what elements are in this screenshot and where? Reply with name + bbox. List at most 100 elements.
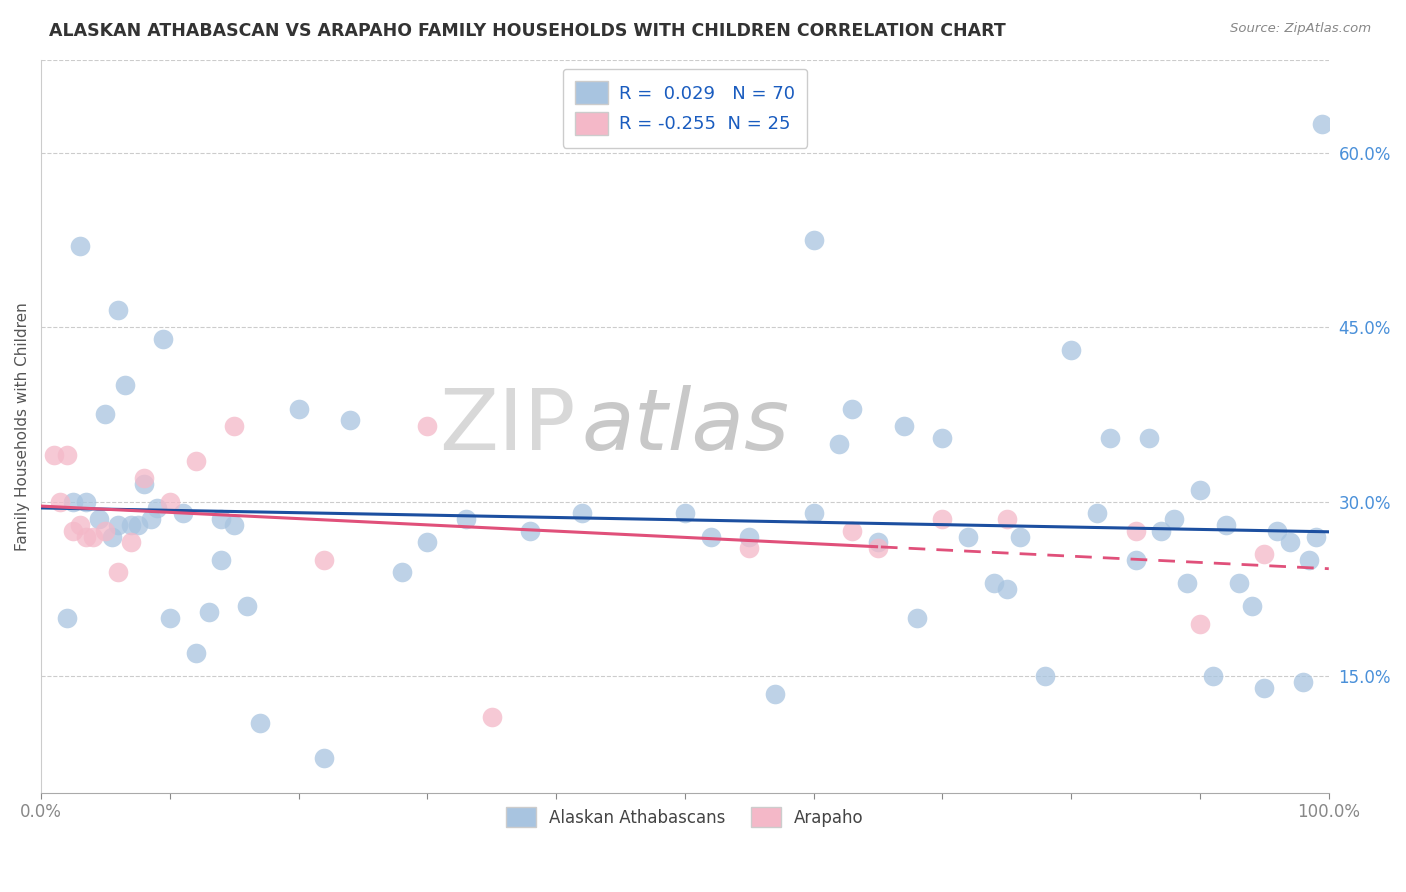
Legend: Alaskan Athabascans, Arapaho: Alaskan Athabascans, Arapaho	[498, 798, 872, 836]
Point	[995, 582, 1018, 596]
Point	[314, 750, 336, 764]
Point	[1298, 553, 1320, 567]
Point	[107, 302, 129, 317]
Point	[1188, 483, 1211, 497]
Point	[893, 419, 915, 434]
Point	[931, 431, 953, 445]
Point	[957, 530, 980, 544]
Point	[1305, 530, 1327, 544]
Point	[699, 530, 721, 544]
Point	[172, 507, 194, 521]
Point	[134, 477, 156, 491]
Point	[571, 507, 593, 521]
Point	[127, 518, 149, 533]
Point	[1202, 669, 1225, 683]
Point	[42, 448, 65, 462]
Point	[184, 454, 207, 468]
Point	[803, 507, 825, 521]
Point	[114, 378, 136, 392]
Point	[983, 576, 1005, 591]
Point	[738, 530, 761, 544]
Point	[868, 541, 890, 556]
Point	[107, 518, 129, 533]
Text: ZIP: ZIP	[439, 384, 575, 467]
Point	[152, 332, 174, 346]
Point	[454, 512, 477, 526]
Point	[481, 710, 503, 724]
Point	[120, 518, 142, 533]
Point	[673, 507, 696, 521]
Point	[314, 553, 336, 567]
Point	[87, 512, 110, 526]
Point	[1240, 599, 1263, 614]
Point	[139, 512, 162, 526]
Point	[828, 436, 851, 450]
Point	[249, 715, 271, 730]
Point	[56, 448, 79, 462]
Point	[1008, 530, 1031, 544]
Point	[107, 565, 129, 579]
Point	[868, 535, 890, 549]
Point	[391, 565, 413, 579]
Point	[1150, 524, 1173, 538]
Point	[101, 530, 124, 544]
Point	[1227, 576, 1250, 591]
Point	[995, 512, 1018, 526]
Point	[803, 233, 825, 247]
Point	[1279, 535, 1302, 549]
Point	[931, 512, 953, 526]
Point	[94, 524, 117, 538]
Point	[159, 611, 181, 625]
Point	[1035, 669, 1057, 683]
Point	[75, 495, 97, 509]
Point	[1265, 524, 1288, 538]
Point	[339, 413, 361, 427]
Point	[905, 611, 928, 625]
Point	[184, 646, 207, 660]
Point	[416, 535, 439, 549]
Point	[1060, 343, 1083, 358]
Point	[62, 524, 84, 538]
Point	[62, 495, 84, 509]
Point	[56, 611, 79, 625]
Point	[236, 599, 259, 614]
Text: Source: ZipAtlas.com: Source: ZipAtlas.com	[1230, 22, 1371, 36]
Point	[75, 530, 97, 544]
Text: ALASKAN ATHABASCAN VS ARAPAHO FAMILY HOUSEHOLDS WITH CHILDREN CORRELATION CHART: ALASKAN ATHABASCAN VS ARAPAHO FAMILY HOU…	[49, 22, 1005, 40]
Point	[1292, 675, 1315, 690]
Point	[1175, 576, 1198, 591]
Point	[82, 530, 104, 544]
Point	[519, 524, 541, 538]
Point	[49, 495, 72, 509]
Point	[1125, 524, 1147, 538]
Point	[146, 500, 169, 515]
Point	[69, 239, 91, 253]
Point	[763, 687, 786, 701]
Point	[1310, 117, 1333, 131]
Point	[1253, 547, 1275, 561]
Point	[287, 401, 309, 416]
Point	[1098, 431, 1121, 445]
Point	[1163, 512, 1185, 526]
Point	[1215, 518, 1237, 533]
Point	[841, 401, 863, 416]
Point	[94, 408, 117, 422]
Y-axis label: Family Households with Children: Family Households with Children	[15, 301, 30, 550]
Point	[197, 605, 219, 619]
Point	[738, 541, 761, 556]
Point	[1188, 616, 1211, 631]
Point	[1137, 431, 1160, 445]
Point	[224, 419, 246, 434]
Point	[209, 512, 232, 526]
Point	[841, 524, 863, 538]
Point	[1253, 681, 1275, 695]
Point	[416, 419, 439, 434]
Point	[159, 495, 181, 509]
Point	[69, 518, 91, 533]
Point	[120, 535, 142, 549]
Point	[209, 553, 232, 567]
Point	[1085, 507, 1108, 521]
Point	[1125, 553, 1147, 567]
Point	[224, 518, 246, 533]
Point	[134, 471, 156, 485]
